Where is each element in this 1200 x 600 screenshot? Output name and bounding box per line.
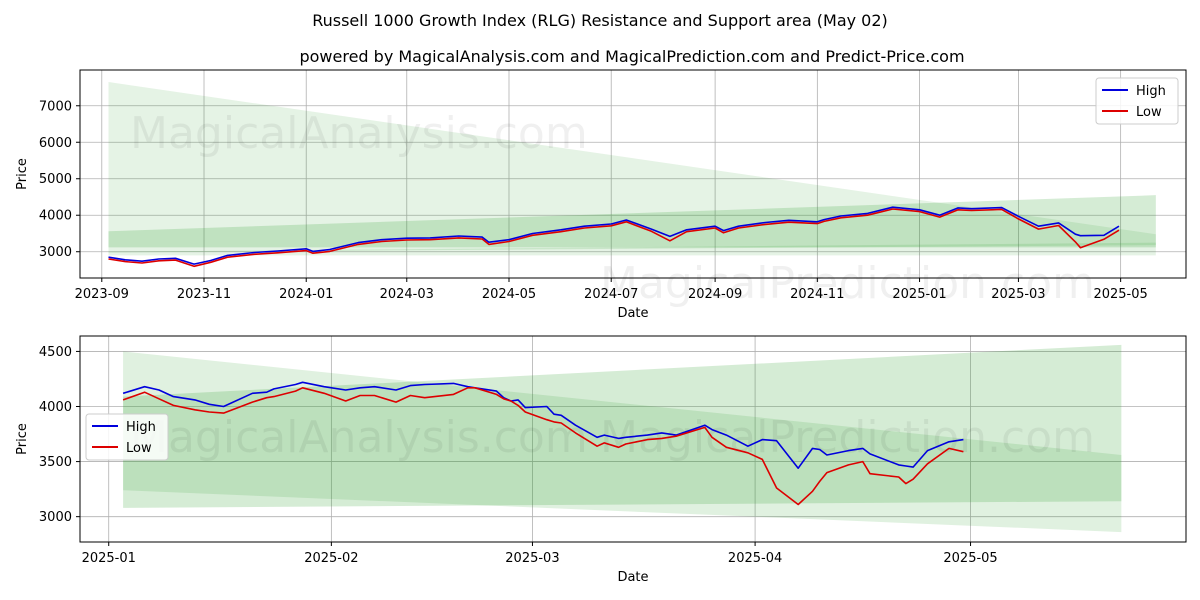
low-series-line	[108, 208, 1120, 268]
x-tick-label: 2025-01	[82, 551, 136, 566]
y-axis-label: Price	[15, 158, 30, 190]
x-tick-label: 2024-01	[279, 287, 333, 302]
y-axis-label: Price	[15, 423, 30, 455]
legend: High Low	[85, 413, 169, 461]
y-tick-label: 6000	[39, 136, 72, 151]
x-axis-label: Date	[617, 570, 648, 585]
x-tick-label: 2025-03	[505, 551, 559, 566]
x-tick-label: 2024-03	[380, 287, 434, 302]
watermark-magicalprediction: MagicalPrediction.com	[600, 412, 1095, 463]
x-tick-label: 2025-01	[892, 287, 946, 302]
x-tick-label: 2024-05	[482, 287, 536, 302]
y-tick-label: 5000	[39, 172, 72, 187]
x-tick-label: 2025-05	[943, 551, 997, 566]
high-series-line	[122, 381, 964, 469]
x-tick-label: 2024-07	[584, 287, 638, 302]
resistance-support-band	[108, 82, 1156, 256]
resistance-support-band	[108, 195, 1156, 248]
y-tick-label: 3000	[39, 510, 72, 525]
chart-title: Russell 1000 Growth Index (RLG) Resistan…	[312, 11, 888, 30]
chart-subtitle: powered by MagicalAnalysis.com and Magic…	[299, 47, 964, 66]
watermark-magicalanalysis: MagicalAnalysis.com	[130, 108, 588, 159]
x-tick-label: 2024-11	[790, 287, 844, 302]
y-tick-label: 3000	[39, 245, 72, 260]
x-tick-label: 2025-03	[991, 287, 1045, 302]
top-axes: MagicalAnalysis.com MagicalPrediction.com…	[15, 69, 1187, 321]
high-series-line	[108, 206, 1120, 265]
legend-high-label: High	[126, 420, 156, 435]
y-tick-label: 7000	[39, 99, 72, 114]
watermark-magicalprediction: MagicalPrediction.com	[600, 258, 1095, 309]
x-tick-label: 2025-05	[1093, 287, 1147, 302]
legend-high-label: High	[1136, 84, 1166, 99]
resistance-support-band	[108, 242, 1156, 253]
y-tick-label: 3500	[39, 455, 72, 470]
watermark-magicalanalysis: MagicalAnalysis.com	[130, 412, 588, 463]
x-tick-label: 2025-02	[304, 551, 358, 566]
y-tick-label: 4000	[39, 209, 72, 224]
y-tick-label: 4000	[39, 400, 72, 415]
y-tick-label: 4500	[39, 345, 72, 360]
plot-frame	[79, 69, 1187, 279]
resistance-support-band	[123, 344, 1122, 508]
legend: High Low	[1095, 77, 1179, 125]
x-tick-label: 2023-09	[75, 287, 129, 302]
resistance-support-band	[123, 351, 1122, 533]
x-tick-label: 2025-04	[728, 551, 782, 566]
legend-low-label: Low	[1136, 105, 1162, 120]
bottom-axes: MagicalAnalysis.com MagicalPrediction.com…	[15, 335, 1187, 585]
x-tick-label: 2023-11	[177, 287, 231, 302]
low-series-line	[122, 387, 964, 506]
plot-frame	[79, 335, 1187, 543]
x-tick-label: 2024-09	[688, 287, 742, 302]
legend-low-label: Low	[126, 441, 152, 456]
x-axis-label: Date	[617, 306, 648, 321]
